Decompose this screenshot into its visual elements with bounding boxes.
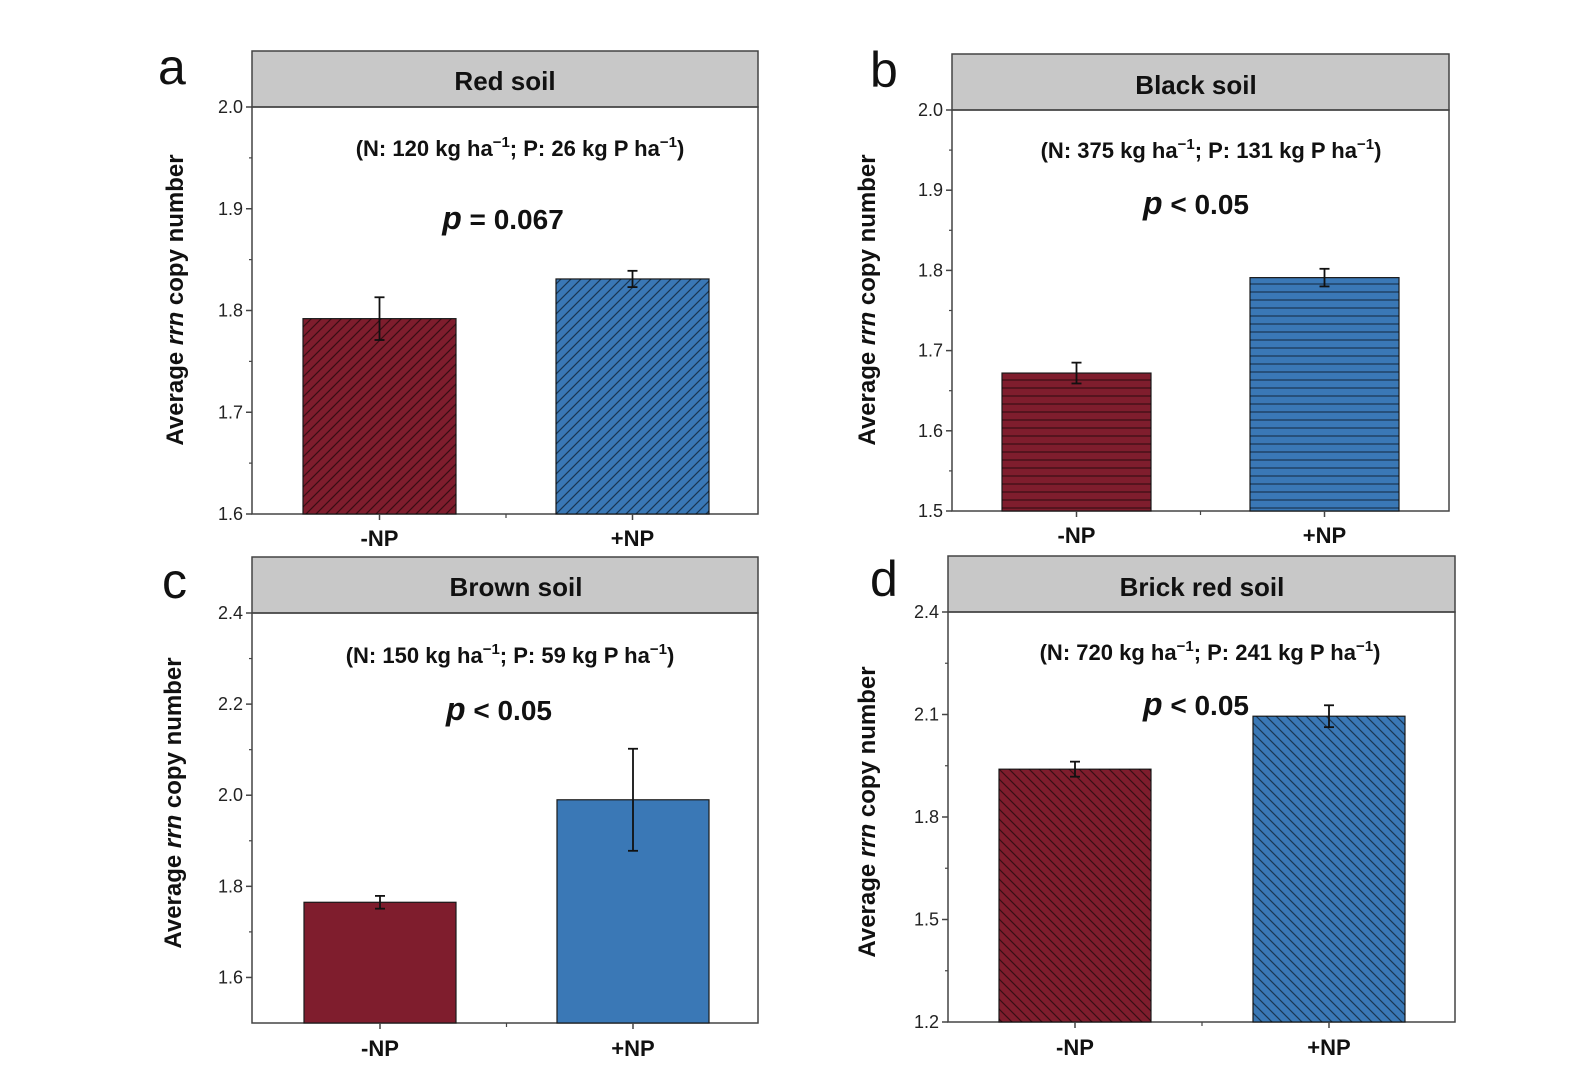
x-tick-label-+NP: +NP: [1303, 523, 1346, 548]
y-tick-label: 1.6: [218, 504, 243, 524]
panel-b: b Black soil (N: 375 kg ha−1; P: 131 kg …: [854, 42, 1450, 548]
panel-c-y-axis-label: Average rrn copy number: [160, 657, 187, 948]
y-tick-label: 1.8: [218, 301, 243, 321]
panel-c-title: Brown soil: [450, 572, 583, 602]
y-tick-label: 2.0: [218, 97, 243, 117]
y-tick-label: 2.4: [218, 603, 243, 623]
x-tick-label-+NP: +NP: [1307, 1035, 1350, 1060]
panel-b-y-axis-label: Average rrn copy number: [854, 154, 881, 445]
y-tick-label: 1.6: [218, 967, 243, 987]
bar-hatch-+NP: [1253, 716, 1405, 1022]
panel-d-title-strip: [947, 555, 1456, 613]
panel-c-letter: c: [162, 553, 187, 609]
panel-a-title-strip: [251, 50, 759, 108]
bar--NP: [303, 901, 457, 1024]
panel-a-p-value: p = 0.067: [441, 200, 564, 236]
panel-b-title: Black soil: [1135, 70, 1256, 100]
panel-a-y-axis-label: Average rrn copy number: [162, 154, 189, 445]
x-tick-label-+NP: +NP: [611, 526, 654, 551]
panel-d-bars: -NP +NP: [998, 704, 1406, 1060]
panel-c-fertilization-rate: (N: 150 kg ha−1; P: 59 kg P ha−1): [346, 641, 675, 668]
panel-a-letter: a: [158, 39, 186, 95]
panel-a-y-axis: 1.6 1.7 1.8 1.9 2.0: [218, 97, 252, 524]
y-tick-label: 1.5: [914, 910, 939, 930]
y-tick-label: 2.2: [218, 694, 243, 714]
y-tick-label: 2.0: [918, 100, 943, 120]
bar-hatch-+NP: [1250, 277, 1399, 511]
y-tick-label: 1.7: [218, 402, 243, 422]
y-tick-label: 1.8: [918, 260, 943, 280]
y-tick-label: 1.8: [218, 876, 243, 896]
panel-d-letter: d: [870, 551, 898, 607]
panel-b-letter: b: [870, 42, 898, 98]
x-tick-label--NP: -NP: [1058, 523, 1096, 548]
panel-d-p-value: p < 0.05: [1142, 686, 1249, 722]
x-tick-label--NP: -NP: [1056, 1035, 1094, 1060]
panel-b-bars: -NP +NP: [1001, 267, 1400, 548]
y-tick-label: 2.0: [218, 785, 243, 805]
y-tick-label: 2.4: [914, 602, 939, 622]
panel-c-title-strip: [251, 556, 759, 614]
panel-c-bars: -NP +NP: [303, 747, 710, 1061]
panel-a-title: Red soil: [454, 66, 555, 96]
panel-b-y-axis: 1.5 1.6 1.7 1.8 1.9 2.0: [918, 100, 952, 521]
x-tick-label--NP: -NP: [361, 1036, 399, 1061]
x-tick-label--NP: -NP: [361, 526, 399, 551]
bar-hatch--NP: [999, 769, 1151, 1022]
panel-b-fertilization-rate: (N: 375 kg ha−1; P: 131 kg P ha−1): [1041, 136, 1382, 163]
bar-hatch--NP: [303, 318, 456, 514]
panel-d-title: Brick red soil: [1120, 572, 1285, 602]
panel-d-fertilization-rate: (N: 720 kg ha−1; P: 241 kg P ha−1): [1040, 638, 1381, 665]
y-tick-label: 1.9: [218, 199, 243, 219]
panel-d: d Brick red soil (N: 720 kg ha−1; P: 241…: [854, 551, 1456, 1060]
bar-hatch--NP: [1002, 373, 1151, 511]
y-tick-label: 1.6: [918, 421, 943, 441]
panel-a-bars: -NP +NP: [302, 269, 710, 551]
panel-c-plot-frame: [251, 612, 759, 1024]
y-tick-label: 1.8: [914, 807, 939, 827]
y-tick-label: 1.7: [918, 341, 943, 361]
panel-d-y-axis: 1.2 1.5 1.8 2.1 2.4: [914, 602, 948, 1032]
y-tick-label: 2.1: [914, 705, 939, 725]
y-tick-label: 1.2: [914, 1012, 939, 1032]
y-tick-label: 1.9: [918, 180, 943, 200]
x-tick-label-+NP: +NP: [611, 1036, 654, 1061]
panel-d-y-axis-label: Average rrn copy number: [854, 666, 881, 957]
panel-b-p-value: p < 0.05: [1142, 185, 1249, 221]
panel-a: a Red soil (N: 120 kg ha−1; P: 26 kg P h…: [158, 39, 759, 551]
panel-a-fertilization-rate: (N: 120 kg ha−1; P: 26 kg P ha−1): [356, 134, 685, 161]
bar-hatch-+NP: [556, 278, 709, 514]
y-tick-label: 1.5: [918, 501, 943, 521]
panel-c: c Brown soil (N: 150 kg ha−1; P: 59 kg P…: [160, 553, 759, 1061]
panel-c-p-value: p < 0.05: [445, 691, 552, 727]
panel-c-y-axis: 1.6 1.8 2.0 2.2 2.4: [218, 603, 252, 987]
